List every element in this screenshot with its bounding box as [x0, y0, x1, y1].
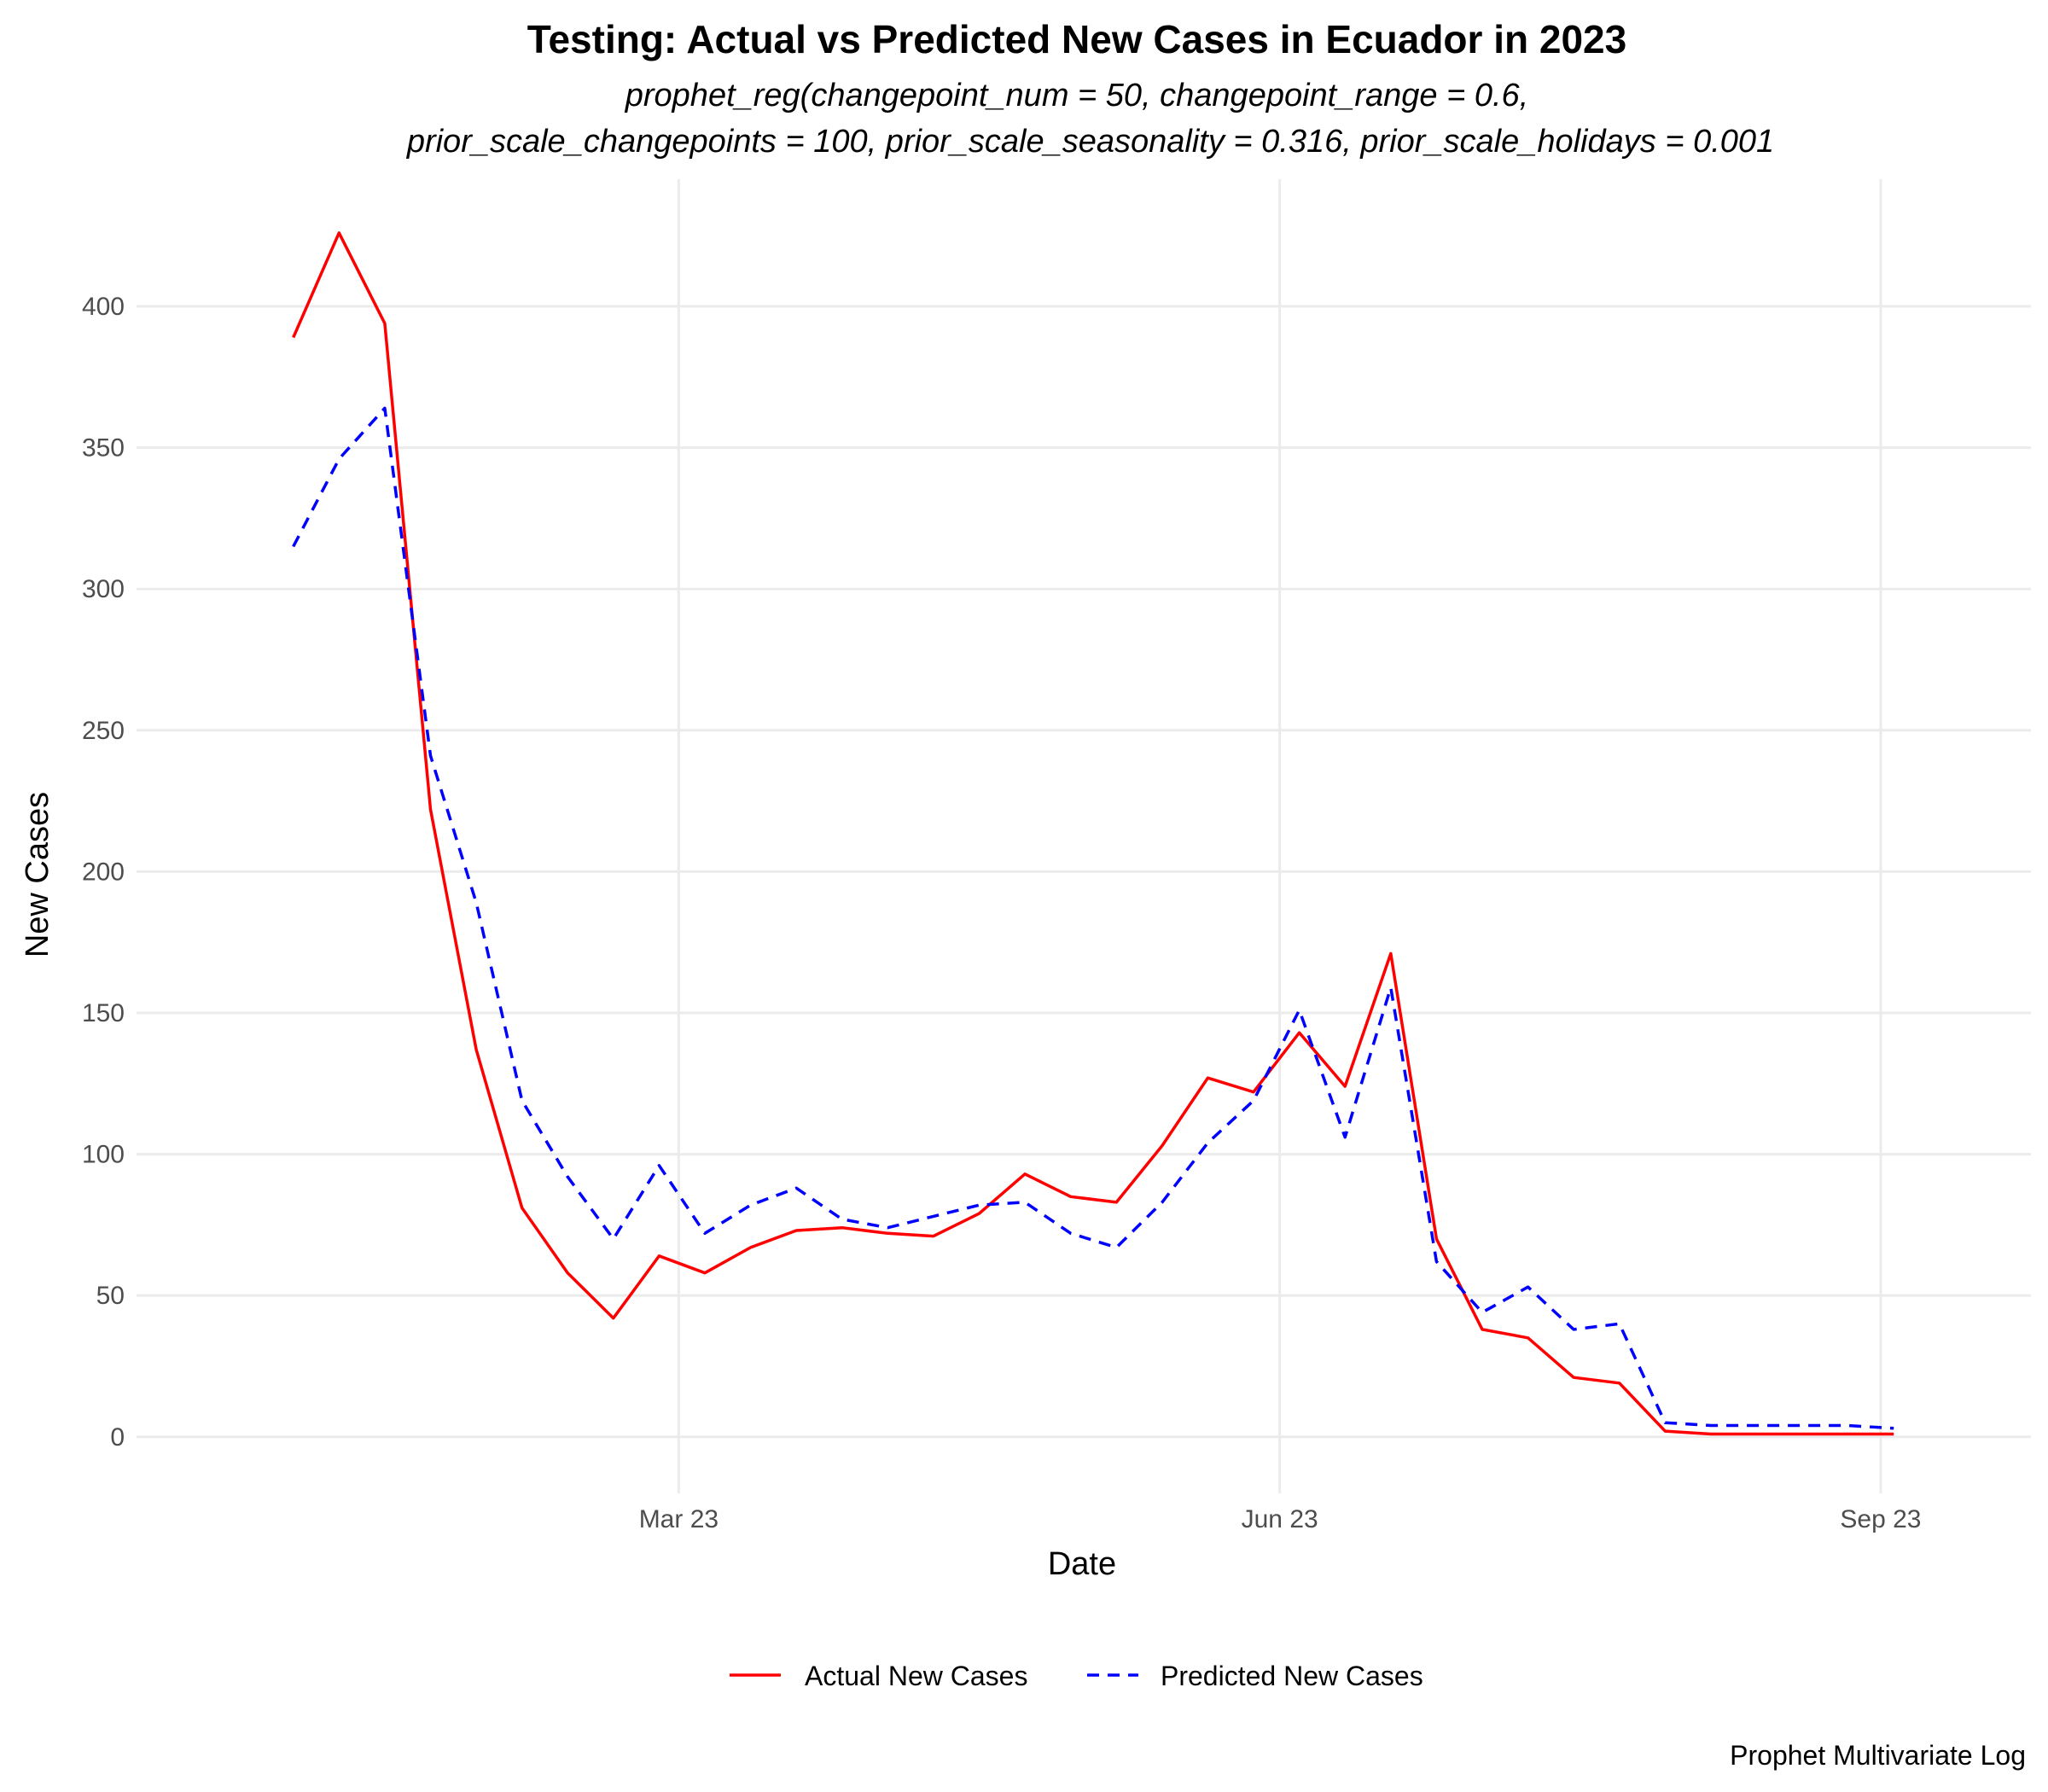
x-tick-label: Jun 23 — [1242, 1505, 1318, 1533]
chart-subtitle-line-2: prior_scale_changepoints = 100, prior_sc… — [406, 124, 1774, 160]
y-axis-tick-labels: 0 50 100 150 200 250 300 350 400 — [82, 293, 125, 1452]
series-line-predicted-new-cases — [292, 406, 1894, 1430]
plot-grid — [137, 179, 2031, 1493]
chart-caption: Prophet Multivariate Log — [1730, 1740, 2026, 1771]
x-tick-label: Mar 23 — [639, 1505, 719, 1533]
y-tick-label: 300 — [82, 575, 125, 603]
y-axis-label: New Cases — [20, 792, 55, 957]
y-tick-label: 400 — [82, 293, 125, 321]
x-tick-label: Sep 23 — [1840, 1505, 1921, 1533]
series-layer — [292, 231, 1894, 1436]
y-tick-label: 350 — [82, 434, 125, 463]
x-axis-tick-labels: Mar 23 Jun 23 Sep 23 — [639, 1505, 1922, 1533]
series-line-actual-new-cases — [292, 231, 1894, 1436]
y-tick-label: 50 — [96, 1282, 125, 1310]
y-tick-label: 100 — [82, 1141, 125, 1169]
legend-label-actual-new-cases: Actual New Cases — [805, 1661, 1027, 1691]
x-axis-label: Date — [1048, 1546, 1116, 1582]
chart-title: Testing: Actual vs Predicted New Cases i… — [527, 17, 1626, 61]
legend-label-predicted-new-cases: Predicted New Cases — [1161, 1661, 1423, 1691]
y-tick-label: 250 — [82, 717, 125, 745]
y-tick-label: 0 — [110, 1423, 125, 1452]
chart-subtitle-line-1: prophet_reg(changepoint_num = 50, change… — [625, 78, 1529, 113]
y-tick-label: 200 — [82, 858, 125, 886]
y-tick-label: 150 — [82, 999, 125, 1027]
legend: Actual New Cases Predicted New Cases — [730, 1661, 1423, 1691]
